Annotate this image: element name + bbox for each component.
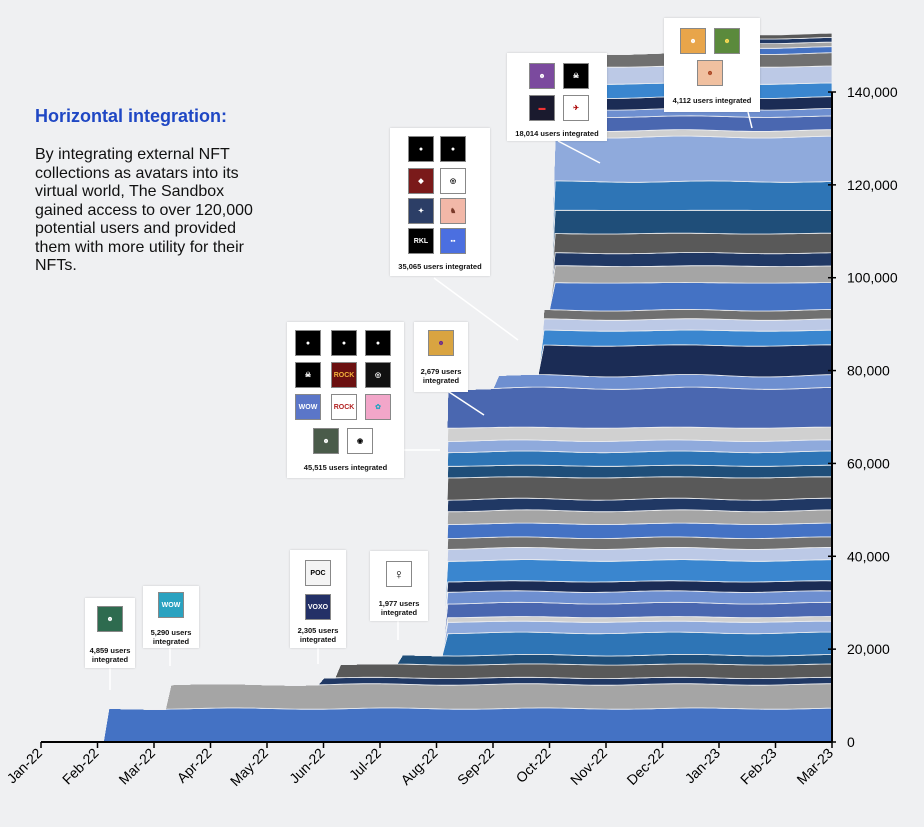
drum-logo-icon: ◎ xyxy=(365,362,391,388)
callout-connector xyxy=(747,111,753,129)
annotation-label: 4,859 users integrated xyxy=(89,646,131,664)
annotation-card-feb: ☻ 4,859 users integrated xyxy=(85,598,135,668)
y-tick-label: 20,000 xyxy=(847,641,890,657)
annotation-label: 1,977 users integrated xyxy=(378,599,420,617)
annotation-card-jul: ♀ 1,977 users integrated xyxy=(370,551,428,621)
voxo-deus-logo-icon: VOXO xyxy=(305,594,331,620)
annotation-card-sep: ☻ 2,679 users integrated xyxy=(414,322,468,392)
annotation-card-mar: WOW 5,290 users integrated xyxy=(143,586,199,648)
x-tick-label: Jul-22 xyxy=(346,745,384,783)
skull-logo-icon: ☠ xyxy=(295,362,321,388)
eagle-logo-icon: ● xyxy=(295,330,321,356)
logo-6-icon: ♞ xyxy=(440,198,466,224)
x-tick-label: Dec-22 xyxy=(623,745,666,788)
annotation-label: 4,112 users integrated xyxy=(672,96,752,105)
area-series-group xyxy=(41,32,833,743)
rock-logo-icon: ROCK xyxy=(331,362,357,388)
logo-8-icon: ▪▪ xyxy=(440,228,466,254)
annotation-card-oct: ● ● ◆ ◎ ✦ ♞ RKL ▪▪ 35,065 users integrat… xyxy=(390,128,490,276)
avatar-silhouette-icon: ♀ xyxy=(386,561,412,587)
logo-y-icon: ☻ xyxy=(714,28,740,54)
logo-x-icon: ☻ xyxy=(680,28,706,54)
logo-2-icon: ● xyxy=(440,136,466,162)
logo-z-icon: ☻ xyxy=(697,60,723,86)
annotation-label: 2,679 users integrated xyxy=(420,367,462,385)
annotation-label: 18,014 users integrated xyxy=(515,129,599,138)
bird-logo-icon: ● xyxy=(331,330,357,356)
logo-b-icon: ☠ xyxy=(563,63,589,89)
area-layer xyxy=(41,707,833,743)
annotation-card-aug: ● ● ● ☠ ROCK ◎ WOW ROCK ✿ ☻ ◉ 45,515 use… xyxy=(287,322,404,478)
x-tick-label: Sep-22 xyxy=(454,745,497,788)
section-heading: Horizontal integration: xyxy=(35,106,227,126)
logo-3-icon: ◆ xyxy=(408,168,434,194)
annotation-card-jan: ☻ ☻ ☻ 4,112 users integrated xyxy=(664,18,760,112)
x-tick-label: Jan-22 xyxy=(4,745,46,787)
wow-logo-icon: WOW xyxy=(158,592,184,618)
annotation-label: 35,065 users integrated xyxy=(398,262,482,271)
circle-logo-icon: ◉ xyxy=(347,428,373,454)
poc-logo-icon: POC xyxy=(305,560,331,586)
logo-d-icon: ✈ xyxy=(563,95,589,121)
y-tick-label: 120,000 xyxy=(847,177,898,193)
annotation-label: 2,305 users integrated xyxy=(297,626,339,644)
logo-a-icon: ☻ xyxy=(529,63,555,89)
x-tick-label: Apr-22 xyxy=(174,745,215,786)
ape-avatar-icon: ☻ xyxy=(428,330,454,356)
cat-pink-icon: ✿ xyxy=(365,394,391,420)
y-tick-label: 100,000 xyxy=(847,270,898,286)
x-tick-label: Mar-23 xyxy=(793,745,836,788)
x-tick-label: May-22 xyxy=(227,745,271,789)
x-tick-label: Feb-22 xyxy=(59,745,102,788)
cat-logo-icon: ● xyxy=(365,330,391,356)
logo-4-icon: ◎ xyxy=(440,168,466,194)
logo-5-icon: ✦ xyxy=(408,198,434,224)
annotation-card-jun: POC VOXO 2,305 users integrated xyxy=(290,550,346,648)
x-tick-label: Jun-22 xyxy=(286,745,328,787)
x-tick-label: Aug-22 xyxy=(397,745,440,788)
callout-connector xyxy=(557,140,601,164)
y-tick-label: 40,000 xyxy=(847,548,890,564)
area-layer xyxy=(41,32,833,743)
logo-1-icon: ● xyxy=(408,136,434,162)
annotation-label: 45,515 users integrated xyxy=(303,463,388,472)
x-tick-label: Feb-23 xyxy=(737,745,780,788)
y-tick-label: 140,000 xyxy=(847,84,898,100)
x-tick-label: Nov-22 xyxy=(567,745,610,788)
wow-badge-icon: WOW xyxy=(295,394,321,420)
callout-connector xyxy=(445,389,485,416)
x-tick-label: Jan-23 xyxy=(682,745,724,787)
rock-badge-icon: ROCK xyxy=(331,394,357,420)
y-tick-label: 0 xyxy=(847,734,855,750)
description-text: By integrating external NFT collections … xyxy=(35,146,253,274)
y-tick-label: 60,000 xyxy=(847,455,890,471)
annotation-label: 5,290 users integrated xyxy=(150,628,192,646)
warrior-avatar-icon: ☻ xyxy=(313,428,339,454)
rkl-logo-icon: RKL xyxy=(408,228,434,254)
callout-connector xyxy=(433,277,519,341)
nft-avatar-icon: ☻ xyxy=(97,606,123,632)
x-tick-label: Oct-22 xyxy=(513,745,554,786)
x-tick-label: Mar-22 xyxy=(115,745,158,788)
logo-c-icon: ▬ xyxy=(529,95,555,121)
y-tick-label: 80,000 xyxy=(847,363,890,379)
annotation-card-nov: ☻ ☠ ▬ ✈ 18,014 users integrated xyxy=(507,53,607,141)
